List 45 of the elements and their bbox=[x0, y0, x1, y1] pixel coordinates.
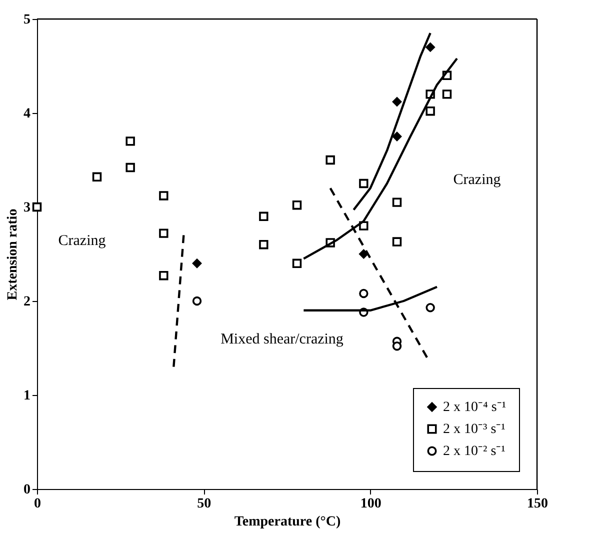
y-tick-label: 4 bbox=[24, 106, 30, 122]
point bbox=[192, 296, 202, 306]
point bbox=[392, 97, 402, 106]
point bbox=[126, 136, 135, 146]
point bbox=[359, 249, 368, 259]
point bbox=[392, 198, 402, 207]
point bbox=[259, 212, 268, 222]
point bbox=[32, 202, 42, 212]
point bbox=[159, 228, 168, 238]
point bbox=[392, 237, 402, 246]
point bbox=[92, 172, 102, 182]
point bbox=[442, 90, 452, 99]
y-axis-title: Extension ratio bbox=[6, 208, 20, 300]
y-tick-label: 3 bbox=[24, 200, 30, 216]
point bbox=[159, 191, 168, 200]
line-series bbox=[352, 32, 432, 211]
point bbox=[426, 42, 435, 52]
point bbox=[426, 106, 435, 116]
point bbox=[126, 162, 135, 172]
y-tick-label: 1 bbox=[24, 388, 30, 404]
x-axis-title: Temperature (°C) bbox=[234, 514, 341, 530]
point bbox=[359, 178, 368, 188]
point bbox=[426, 302, 435, 312]
x-tick-label: 150 bbox=[527, 496, 548, 512]
annotation: Crazing bbox=[58, 232, 106, 249]
point bbox=[326, 155, 335, 165]
x-tick-label: 50 bbox=[197, 496, 212, 512]
point bbox=[392, 132, 402, 142]
point bbox=[159, 271, 168, 280]
x-tick-label: 0 bbox=[34, 496, 41, 512]
annotation: Crazing bbox=[453, 172, 502, 188]
x-tick-label: 100 bbox=[360, 496, 382, 512]
point bbox=[259, 240, 268, 250]
point bbox=[192, 258, 202, 268]
point bbox=[392, 342, 402, 351]
point bbox=[292, 258, 302, 268]
legend-label: 2 x 10⁻³ s⁻¹ bbox=[443, 422, 506, 437]
legend-label: 2 x 10⁻⁴ s⁻¹ bbox=[443, 400, 506, 415]
y-tick-label: 5 bbox=[24, 12, 30, 28]
legend-label: 2 x 10⁻² s⁻¹ bbox=[443, 444, 506, 459]
point bbox=[292, 200, 302, 210]
point bbox=[359, 288, 368, 298]
y-tick-label: 0 bbox=[24, 482, 30, 498]
y-tick-label: 2 bbox=[24, 294, 30, 310]
annotation: Mixed shear/crazing bbox=[220, 332, 344, 348]
